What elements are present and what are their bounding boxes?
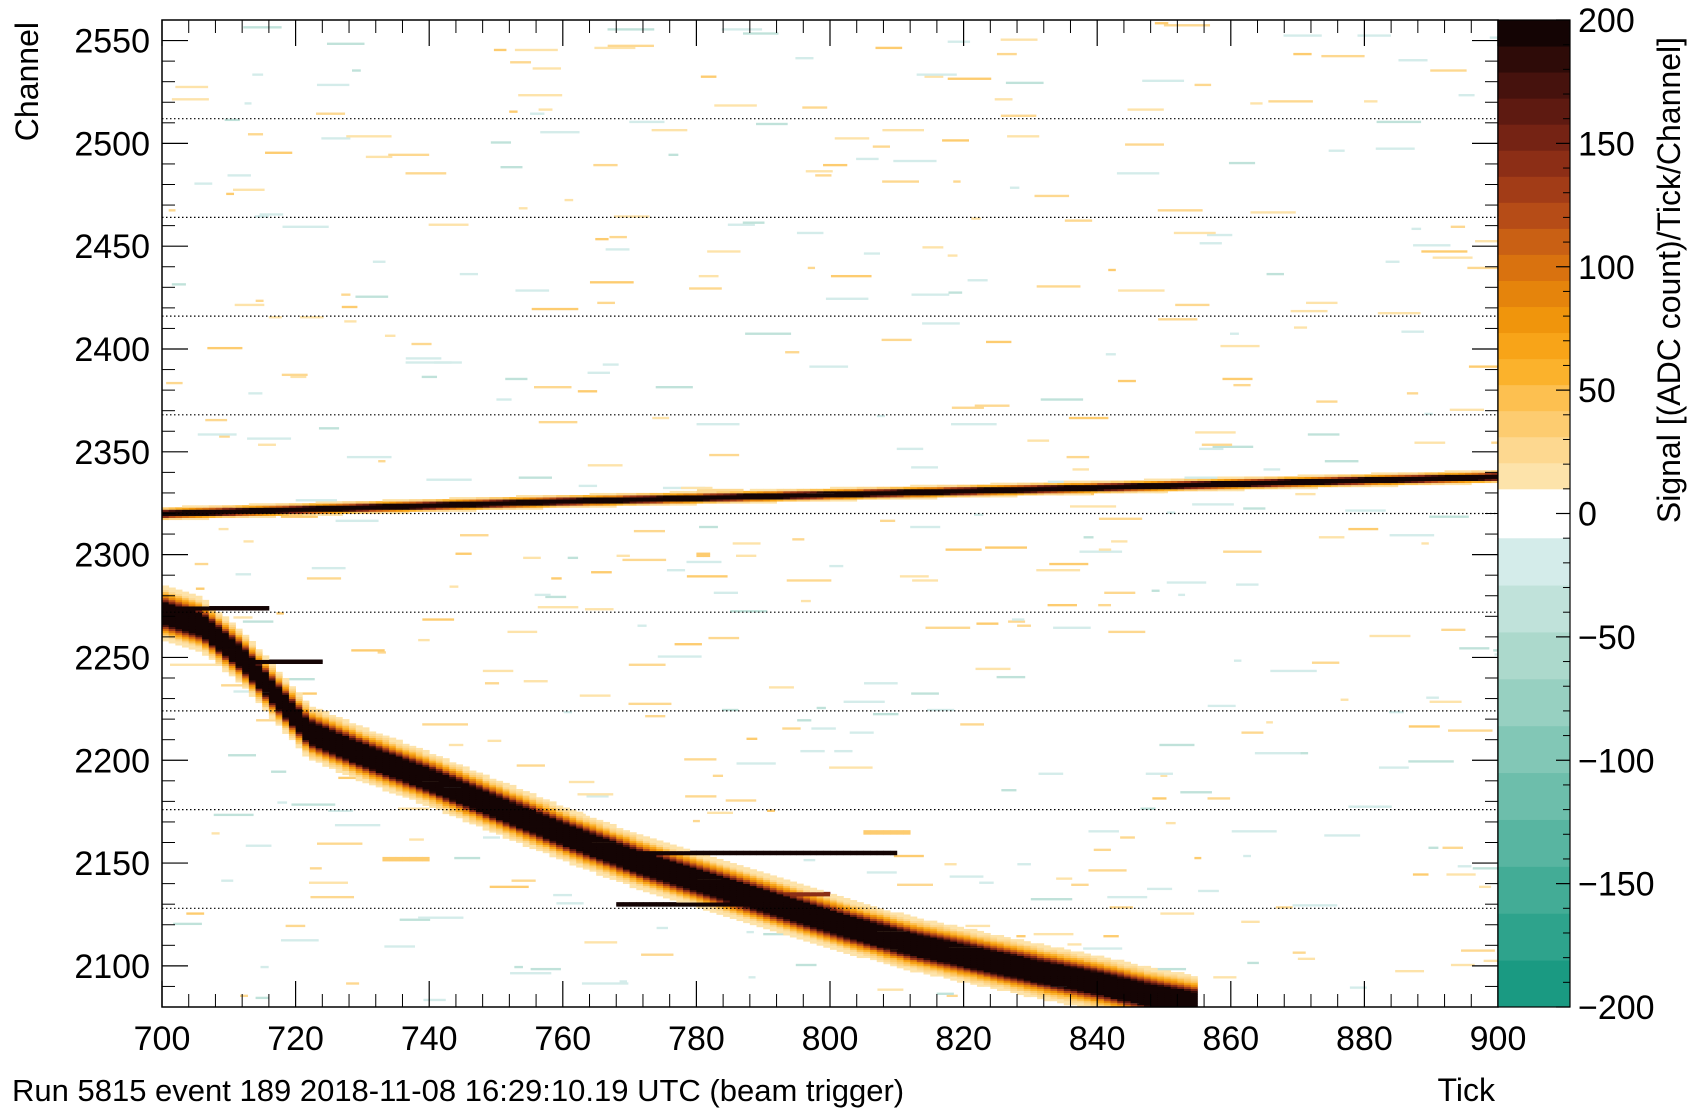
colorbar-tick-label: 0: [1578, 496, 1597, 534]
colorbar-tick-label: 50: [1578, 372, 1616, 410]
y-tick-label: 2300: [74, 537, 150, 575]
colorbar-tick-label: 200: [1578, 2, 1635, 40]
colorbar-bin: [1498, 98, 1570, 125]
x-tick-label: 740: [401, 1020, 458, 1058]
colorbar-tick-label: −100: [1578, 742, 1655, 780]
colorbar-bin: [1498, 411, 1570, 438]
y-tick-label: 2400: [74, 331, 150, 369]
colorbar-tick-label: 150: [1578, 125, 1635, 163]
y-tick-label: 2150: [74, 845, 150, 883]
colorbar-bin: [1498, 819, 1570, 866]
colorbar-bin: [1498, 150, 1570, 177]
colorbar-bin: [1498, 254, 1570, 281]
x-tick-label: 840: [1069, 1020, 1126, 1058]
y-axis-label: Channel: [9, 22, 45, 141]
colorbar-label: Signal [(ADC count)/Tick/Channel]: [1651, 37, 1687, 523]
colorbar-bin: [1498, 773, 1570, 820]
colorbar-bin: [1498, 632, 1570, 679]
colorbar-bin: [1498, 228, 1570, 255]
y-tick-label: 2250: [74, 639, 150, 677]
y-tick-label: 2100: [74, 948, 150, 986]
x-axis-label: Tick: [1438, 1072, 1496, 1108]
x-tick-label: 700: [134, 1020, 191, 1058]
x-tick-label: 720: [267, 1020, 324, 1058]
colorbar-bin: [1498, 333, 1570, 360]
colorbar-bin: [1498, 437, 1570, 464]
colorbar-bin: [1498, 960, 1570, 1007]
colorbar-bin: [1498, 913, 1570, 960]
colorbar-bin: [1498, 176, 1570, 203]
x-tick-label: 880: [1336, 1020, 1393, 1058]
colorbar-bin: [1498, 726, 1570, 773]
colorbar-bin: [1498, 202, 1570, 229]
colorbar-bin: [1498, 585, 1570, 632]
colorbar-bin: [1498, 359, 1570, 386]
colorbar-bin: [1498, 679, 1570, 726]
x-tick-label: 760: [534, 1020, 591, 1058]
colorbar-tick-label: −200: [1578, 989, 1655, 1027]
colorbar-bin: [1498, 538, 1570, 585]
colorbar-bin: [1498, 124, 1570, 151]
colorbar-tick-label: −50: [1578, 619, 1636, 657]
y-tick-label: 2550: [74, 23, 150, 61]
y-tick-label: 2500: [74, 125, 150, 163]
colorbar-bin: [1498, 463, 1570, 490]
colorbar-bin: [1498, 307, 1570, 334]
x-tick-label: 900: [1470, 1020, 1527, 1058]
y-tick-label: 2350: [74, 434, 150, 472]
x-tick-label: 780: [668, 1020, 725, 1058]
colorbar-bin: [1498, 385, 1570, 412]
x-tick-label: 820: [935, 1020, 992, 1058]
colorbar-bin: [1498, 20, 1570, 47]
colorbar-bin: [1498, 280, 1570, 307]
y-tick-label: 2450: [74, 228, 150, 266]
x-tick-label: 860: [1202, 1020, 1259, 1058]
colorbar-tick-label: 100: [1578, 249, 1635, 287]
colorbar-tick-label: −150: [1578, 866, 1655, 904]
colorbar-bin: [1498, 866, 1570, 913]
x-tick-label: 800: [802, 1020, 859, 1058]
colorbar-bin: [1498, 46, 1570, 73]
y-tick-label: 2200: [74, 742, 150, 780]
colorbar-bin: [1498, 72, 1570, 99]
run-caption: Run 5815 event 189 2018-11-08 16:29:10.1…: [12, 1073, 904, 1109]
colorbar: −200 −150 −100 −50 0 50 100 150 200: [1498, 2, 1655, 1027]
